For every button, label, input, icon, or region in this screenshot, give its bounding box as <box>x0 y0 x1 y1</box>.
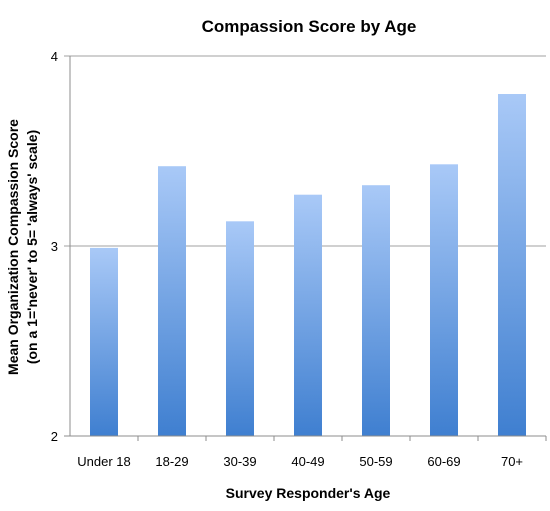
x-tick-label: 50-59 <box>359 454 392 469</box>
bar <box>498 94 526 436</box>
x-tick-label: 70+ <box>501 454 523 469</box>
bar <box>90 247 118 436</box>
y-tick-label: 2 <box>51 429 58 444</box>
y-tick-labels: 2 3 4 <box>51 49 58 444</box>
y-tick-label: 4 <box>51 49 58 64</box>
x-tick-label: 40-49 <box>291 454 324 469</box>
axes <box>69 56 546 437</box>
bar <box>226 221 254 436</box>
bars <box>90 94 547 441</box>
x-tick-label: 60-69 <box>427 454 460 469</box>
bar <box>294 194 322 436</box>
bar <box>362 185 390 436</box>
y-axis-subtitle: (on a 1='never' to 5= 'always' scale) <box>24 130 40 364</box>
x-tick-label: 30-39 <box>223 454 256 469</box>
chart-title: Compassion Score by Age <box>202 17 417 36</box>
x-axis-title: Survey Responder's Age <box>226 485 391 501</box>
y-axis-title: Mean Organization Compassion Score <box>5 119 21 375</box>
y-tick-label: 3 <box>51 239 58 254</box>
bar <box>430 164 458 437</box>
x-tick-label: Under 18 <box>77 454 130 469</box>
x-tick-label: 18-29 <box>155 454 188 469</box>
bar <box>158 166 186 436</box>
x-tick-labels: Under 18 18-29 30-39 40-49 50-59 60-69 70+ <box>77 454 523 469</box>
